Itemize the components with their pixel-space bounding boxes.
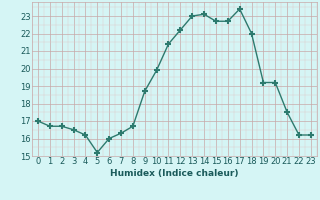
X-axis label: Humidex (Indice chaleur): Humidex (Indice chaleur) [110, 169, 239, 178]
